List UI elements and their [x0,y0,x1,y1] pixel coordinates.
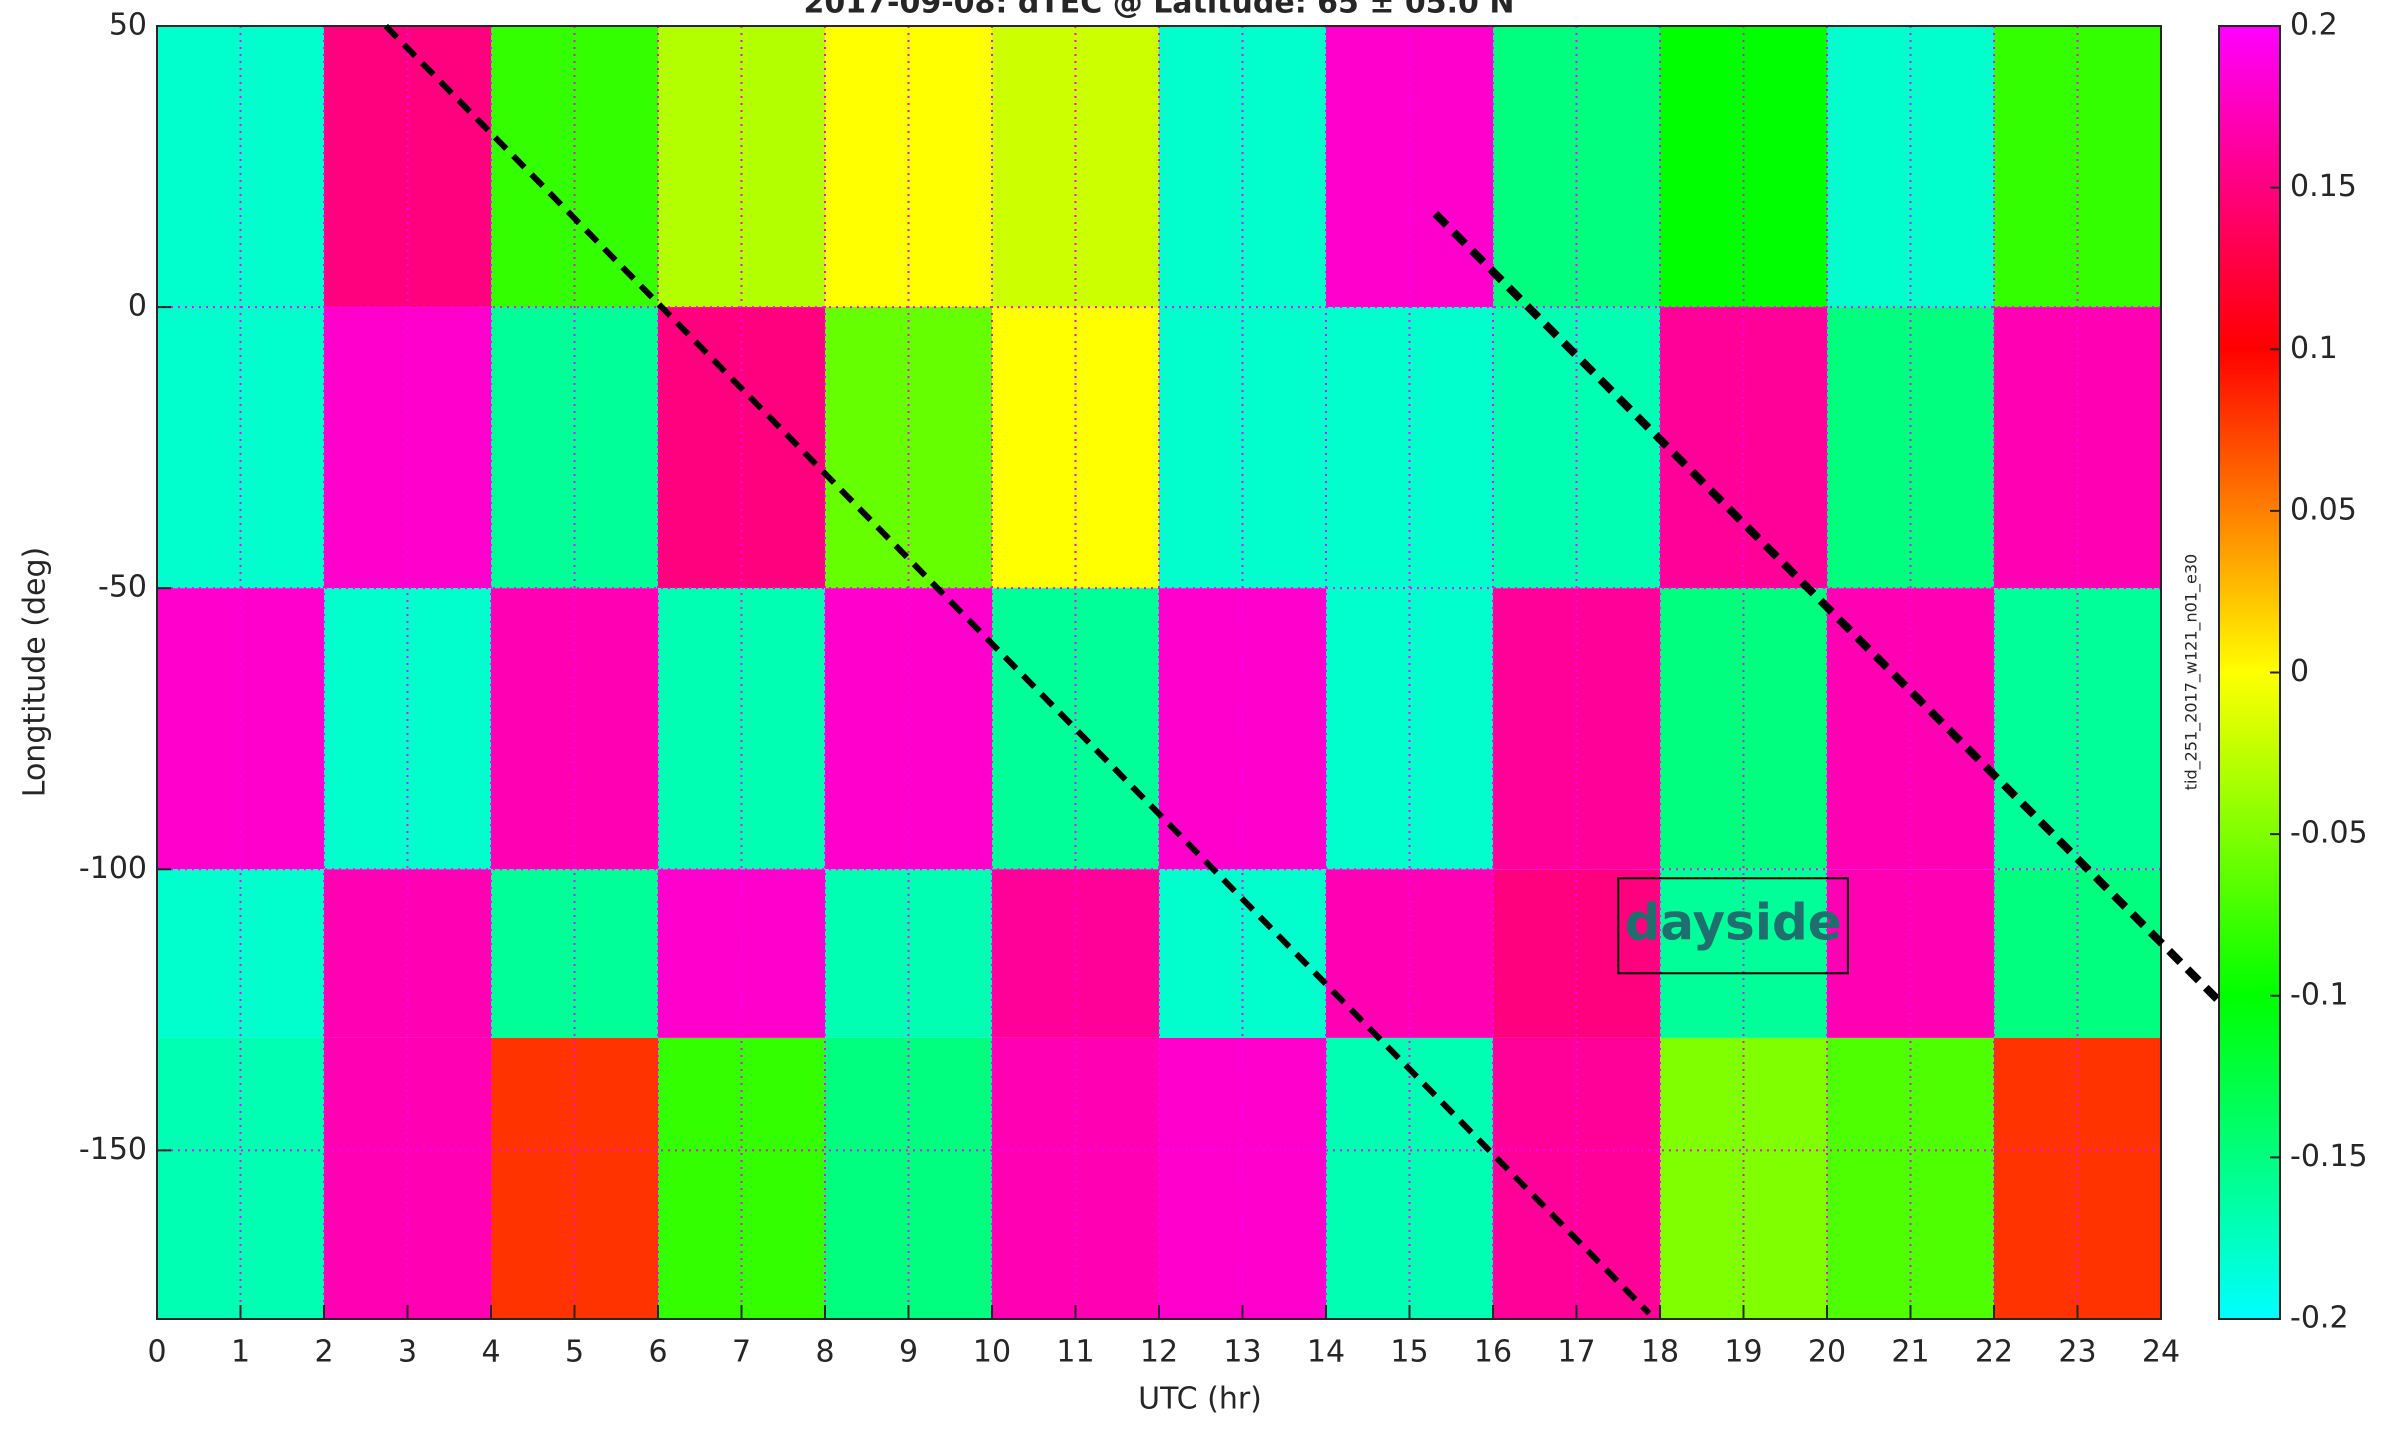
heat-cell [1827,1038,1994,1319]
x-tick-label: 8 [815,1335,834,1370]
x-tick-label: 7 [732,1335,751,1370]
side-label: tid_251_2017_w121_n01_e30 [2182,554,2202,790]
colorbar-tick-label: 0.2 [2290,8,2338,43]
x-tick-label: 0 [147,1335,166,1370]
colorbar-tick-label: 0.05 [2290,492,2357,527]
x-tick-label: 3 [398,1335,417,1370]
x-tick-label: 5 [565,1335,584,1370]
heat-cell [157,1038,324,1319]
heat-cell [1159,1038,1326,1319]
colorbar-tick-label: 0.15 [2290,169,2357,204]
x-tick-label: 6 [648,1335,667,1370]
heat-cell [1660,1038,1827,1319]
heat-cell [1994,588,2161,869]
x-tick-label: 13 [1223,1335,1261,1370]
x-tick-label: 10 [973,1335,1011,1370]
y-axis-label: Longtitude (deg) [18,547,53,797]
colorbar-tick-label: -0.05 [2290,816,2368,851]
heat-cell [1827,588,1994,869]
heat-cell [992,588,1159,869]
x-tick-label: 9 [899,1335,918,1370]
x-tick-label: 1 [231,1335,250,1370]
heat-cell [324,1038,491,1319]
heat-cell [1326,1038,1493,1319]
x-tick-label: 20 [1808,1335,1846,1370]
heat-cell [1660,588,1827,869]
heat-cell [1326,588,1493,869]
heat-cell [157,588,324,869]
x-tick-label: 23 [2058,1335,2096,1370]
colorbar-tick-label: -0.2 [2290,1301,2349,1336]
x-tick-label: 14 [1307,1335,1345,1370]
y-tick-label: 50 [109,8,147,43]
chart-title: 2017-09-08: dTEC @ Latitude: 65 ± 05.0 N [804,0,1515,21]
heat-cell [825,588,992,869]
heat-cell [658,1038,825,1319]
heat-cell [1994,1038,2161,1319]
heat-cell [1493,588,1660,869]
colorbar-tick-label: -0.1 [2290,977,2349,1012]
heat-cell [658,588,825,869]
x-tick-label: 2 [314,1335,333,1370]
colorbar-tick-label: 0.1 [2290,331,2338,366]
y-tick-label: 0 [128,289,147,324]
heat-cell [992,1038,1159,1319]
annotation-text: dayside [1624,893,1841,951]
chart: 2017-09-08: dTEC @ Latitude: 65 ± 05.0 N… [0,0,2394,1427]
colorbar-tick-label: -0.15 [2290,1139,2368,1174]
colorbar-tick-label: 0 [2290,654,2309,689]
x-tick-label: 18 [1641,1335,1679,1370]
heat-cell [491,1038,658,1319]
x-tick-label: 17 [1557,1335,1595,1370]
y-tick-label: -150 [79,1132,147,1167]
x-axis-label: UTC (hr) [1138,1382,1262,1417]
x-tick-label: 19 [1724,1335,1762,1370]
x-tick-label: 16 [1474,1335,1512,1370]
heat-cell [1159,588,1326,869]
heat-cell [491,588,658,869]
heat-cell [324,588,491,869]
x-tick-label: 4 [481,1335,500,1370]
x-tick-label: 24 [2142,1335,2180,1370]
x-tick-label: 22 [1975,1335,2013,1370]
x-tick-label: 15 [1390,1335,1428,1370]
x-tick-label: 12 [1140,1335,1178,1370]
y-tick-label: -100 [79,851,147,886]
heat-cell [825,1038,992,1319]
x-tick-label: 11 [1056,1335,1094,1370]
x-tick-label: 21 [1891,1335,1929,1370]
y-tick-label: -50 [98,570,147,605]
